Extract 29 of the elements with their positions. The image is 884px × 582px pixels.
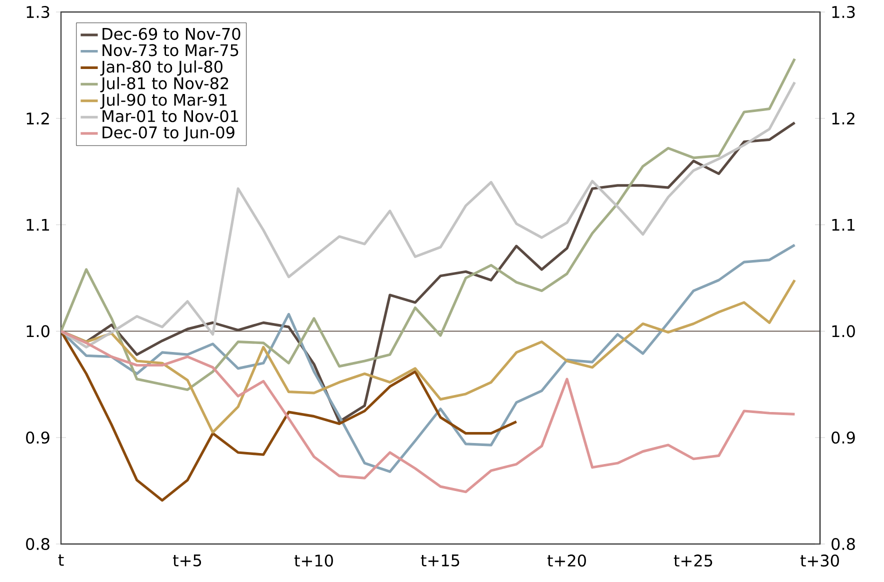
legend-label: Jan-80 to Jul-80 <box>100 60 222 76</box>
legend-label: Mar-01 to Nov-01 <box>102 110 238 122</box>
x-tick-label: t+5 <box>172 554 202 566</box>
y2-tick-label: 1.1 <box>832 218 855 231</box>
y-tick-label: 1.0 <box>26 325 50 338</box>
line-series <box>61 58 796 392</box>
y-tick-label: 1.2 <box>26 112 49 124</box>
y-tick-label: 0.9 <box>26 432 50 444</box>
legend-label: Jul-81 to Nov-82 <box>100 76 228 92</box>
x-tick-label: t+25 <box>674 554 712 567</box>
y-tick-label: 0.8 <box>26 538 50 550</box>
legend-label: Nov-73 to Mar-75 <box>102 44 238 56</box>
x-tick-label: t+10 <box>294 554 333 567</box>
y2-tick-label: 0.9 <box>832 432 855 444</box>
y-tick-label: 1.1 <box>26 218 49 231</box>
x-tick-label: t+30 <box>800 554 839 567</box>
line-series <box>61 278 796 434</box>
legend-label: Dec-69 to Nov-70 <box>102 28 240 40</box>
y-tick-label: 1.3 <box>26 6 50 18</box>
y2-tick-label: 0.8 <box>832 538 855 550</box>
legend-label: Dec-07 to Jun-09 <box>102 126 234 142</box>
x-tick-label: t <box>58 554 64 566</box>
line-series <box>61 330 796 494</box>
x-tick-label: t+15 <box>420 554 460 566</box>
y2-tick-label: 1.3 <box>832 6 855 18</box>
y2-tick-label: 1.2 <box>832 112 854 124</box>
x-tick-label: t+20 <box>547 554 586 567</box>
legend-label: Jul-90 to Mar-91 <box>100 94 227 109</box>
y2-tick-label: 1.0 <box>832 325 855 338</box>
